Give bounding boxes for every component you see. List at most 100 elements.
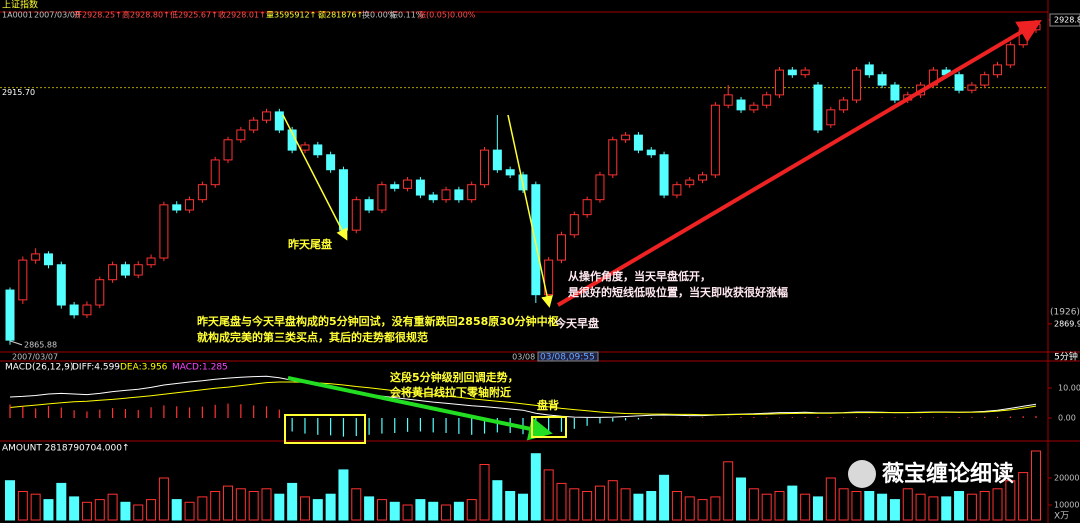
volume-bar — [338, 469, 349, 521]
annotation: 会将黄白线拉下零轴附近 — [390, 385, 511, 399]
volume-bar — [197, 496, 208, 521]
y-tick-label: 10.00 — [1058, 384, 1080, 393]
y-tick-label: 200000 — [1054, 473, 1080, 482]
volume-bar — [543, 469, 554, 521]
candle-body — [492, 149, 502, 171]
candle-body — [262, 111, 271, 121]
arrow — [282, 114, 348, 241]
candle-body — [633, 134, 643, 151]
volume-bar — [184, 501, 195, 521]
candle-body — [723, 94, 733, 106]
macd-line — [9, 375, 1037, 418]
candle-body — [441, 189, 451, 201]
period-label: 5分钟 — [1054, 351, 1078, 363]
volume-bar — [530, 453, 541, 521]
candle-body — [249, 119, 259, 131]
volume-bar — [761, 493, 772, 521]
volume-bar — [684, 496, 695, 521]
volume-bar — [223, 485, 234, 521]
volume-bar — [607, 480, 618, 521]
reference-label: 2915.70 — [2, 88, 35, 97]
candle-body — [967, 84, 977, 91]
candle-body — [415, 179, 425, 196]
volume-bar — [453, 501, 464, 521]
volume-bar — [312, 499, 323, 521]
macd-line — [9, 381, 1037, 416]
volume-bar — [582, 490, 593, 521]
candle-body — [159, 204, 169, 259]
info-item: 收2928.01↑ — [218, 10, 266, 20]
volume-bar — [479, 463, 490, 521]
legend-item: DIFF:4.599 — [72, 363, 120, 373]
candle-body — [467, 184, 477, 201]
volume-bar — [120, 501, 131, 521]
y-tick-label: 100000 — [1054, 500, 1080, 509]
volume-bar — [902, 488, 913, 521]
candle-body — [120, 264, 130, 276]
info-item: 换0.00% — [362, 10, 396, 20]
annotation: 就构成完美的第三类买点，其后的走势都很规范 — [197, 330, 428, 344]
info-item: 低2925.67↑ — [170, 10, 218, 20]
volume-bar — [979, 490, 990, 521]
info-item: 2007/03/08 — [34, 11, 80, 20]
info-item: 开2928.25↑ — [74, 11, 122, 20]
info-item: 1A0001 — [2, 11, 33, 20]
volume-bar — [94, 499, 105, 521]
volume-bar — [274, 493, 285, 521]
arrow — [507, 114, 553, 308]
volume-bar — [825, 477, 836, 521]
info-item: 额281876↑ — [318, 10, 363, 20]
arrow — [556, 19, 1042, 307]
volume-bar — [248, 490, 259, 521]
highlight-box — [531, 416, 567, 438]
candle-body — [274, 111, 284, 131]
info-item: 涨(0.05)0.00% — [418, 10, 476, 20]
volume-bar — [441, 504, 452, 521]
volume-bar — [812, 496, 823, 521]
volume-bar — [787, 485, 798, 521]
marks — [0, 19, 1052, 521]
volume-bar — [415, 499, 426, 521]
candle-body — [428, 194, 438, 201]
volume-bar — [966, 493, 977, 521]
volume-bar — [877, 493, 888, 521]
volume-bar — [838, 488, 849, 521]
candle-body — [377, 184, 387, 211]
annotation: 是很好的短线低吸位置，当天即收获很好涨幅 — [567, 285, 788, 299]
candle-body — [223, 139, 233, 161]
volume-bar — [5, 480, 15, 521]
volume-bar — [556, 482, 567, 521]
candle-body — [851, 69, 861, 101]
annotation: 盘背 — [537, 398, 559, 412]
candle-body — [390, 184, 400, 189]
candle-body — [993, 64, 1003, 76]
candle-body — [18, 259, 28, 301]
info-item: 振0.11% — [390, 10, 424, 20]
volume-bar — [594, 485, 605, 521]
candle-body — [672, 184, 682, 196]
volume-bar — [325, 493, 336, 521]
candle-body — [95, 279, 105, 306]
chart-title: 上证指数 — [2, 0, 38, 11]
candle-body — [351, 199, 361, 231]
x-tick-label: 2007/03/07 — [12, 353, 58, 362]
volume-bar — [569, 488, 580, 521]
candle-body — [736, 99, 746, 111]
candle-body — [326, 154, 336, 171]
volume-bar — [941, 496, 952, 521]
candle-body — [813, 84, 823, 131]
volume-bar — [466, 499, 477, 521]
candle-body — [762, 94, 772, 106]
low-label: 2865.88 — [24, 340, 57, 349]
candle-body — [364, 199, 374, 211]
info-item: 量3595912↑ — [266, 11, 316, 20]
candle-body — [646, 149, 656, 156]
volume-bar — [287, 482, 298, 521]
candle-body — [172, 204, 182, 211]
volume-bar — [659, 474, 670, 521]
volume-bar — [748, 488, 759, 521]
volume-bar — [56, 482, 67, 521]
legend-item: MACD:1.285 — [172, 363, 228, 373]
volume-bar — [428, 501, 439, 521]
